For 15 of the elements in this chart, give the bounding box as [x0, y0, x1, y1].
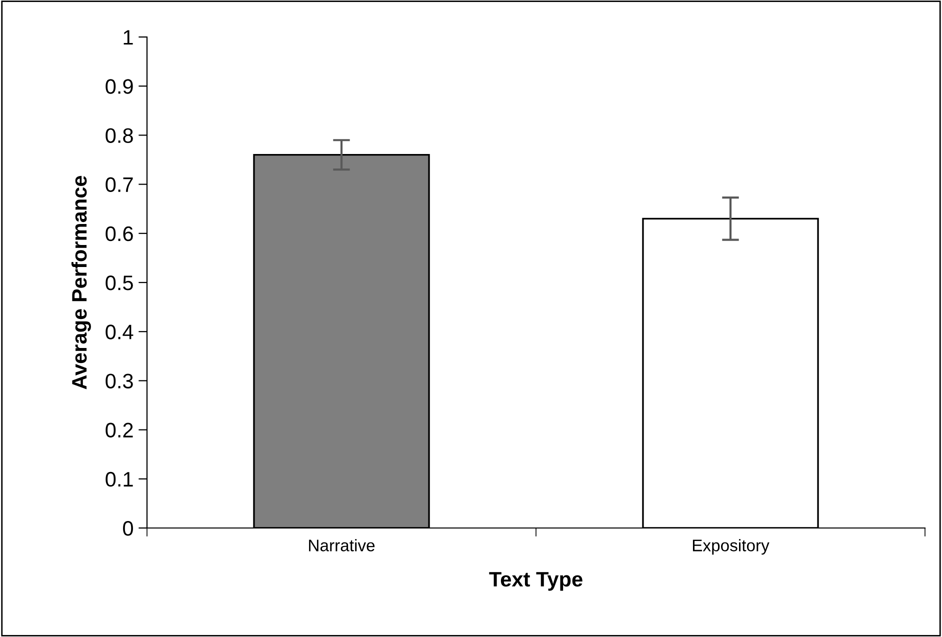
- y-axis-title: Average Performance: [71, 176, 91, 390]
- x-axis-title: Text Type: [489, 572, 582, 591]
- y-tick-label: 0.7: [106, 177, 133, 192]
- y-tick-label: 1: [124, 30, 133, 45]
- y-tick-label: 0.2: [106, 422, 133, 438]
- y-tick-label: 0.4: [106, 324, 134, 340]
- y-tick-label: 0: [123, 521, 133, 536]
- y-tick-label: 0.5: [106, 276, 133, 290]
- y-tick-label: 0.1: [106, 472, 133, 487]
- y-tick-label: 0.8: [106, 128, 133, 143]
- x-tick-label: Narrative: [309, 539, 375, 552]
- y-tick-label: 0.6: [106, 226, 133, 242]
- x-tick-label: Expository: [692, 539, 770, 555]
- y-tick-label: 0.9: [106, 79, 133, 94]
- y-tick-label: 0.3: [106, 374, 133, 388]
